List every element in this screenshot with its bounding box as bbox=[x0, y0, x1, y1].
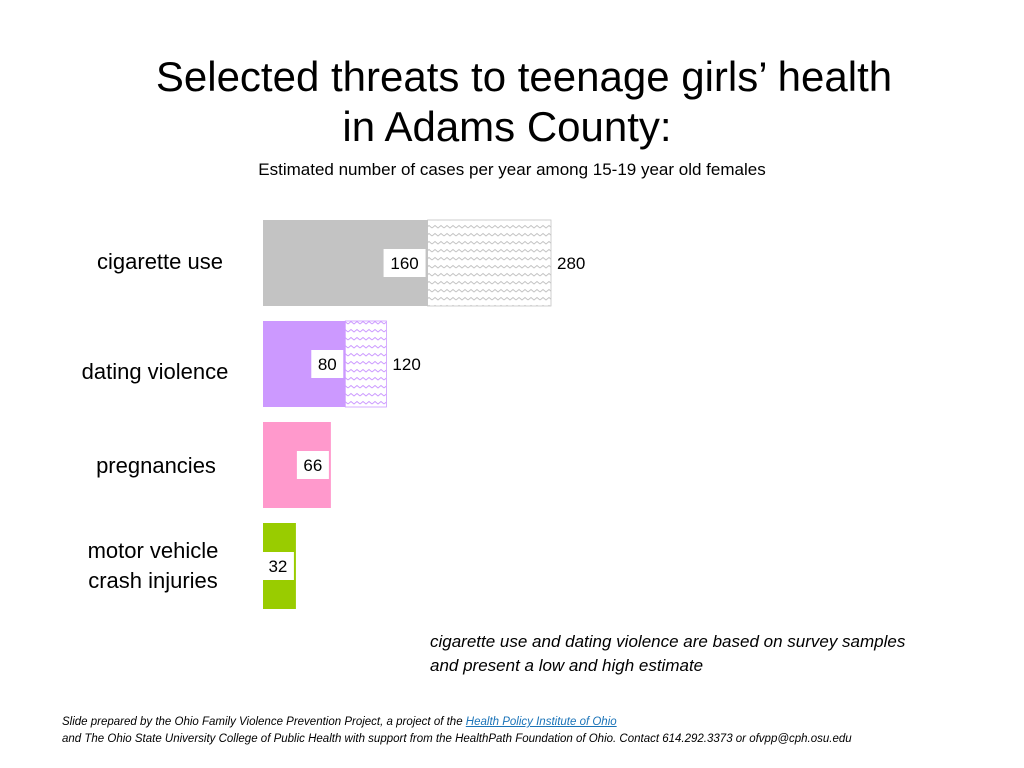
health-policy-institute-link[interactable]: Health Policy Institute of Ohio bbox=[465, 716, 617, 728]
category-label-line: pregnancies bbox=[96, 453, 216, 478]
category-label-line: cigarette use bbox=[97, 249, 223, 274]
value-label-box bbox=[383, 249, 426, 277]
category-label: dating violence bbox=[45, 357, 265, 387]
value-label-box bbox=[261, 552, 294, 580]
value-label-box bbox=[311, 350, 344, 378]
category-label: motor vehicle crash injuries bbox=[43, 536, 263, 596]
footnote: cigarette use and dating violence are ba… bbox=[430, 630, 905, 678]
category-label-line: dating violence bbox=[81, 359, 229, 384]
bar-chart: 280 160 120 80 66 32 bbox=[261, 219, 585, 609]
footnote-line-1: cigarette use and dating violence are ba… bbox=[430, 632, 906, 651]
footnote-line-2: and present a low and high estimate bbox=[430, 656, 704, 675]
value-label-box bbox=[296, 451, 329, 479]
chart-title: Selected threats to teenage girls’ healt… bbox=[0, 52, 1024, 152]
bar-high-estimate bbox=[344, 320, 387, 408]
footer-line-2: and The Ohio State University College of… bbox=[62, 733, 852, 745]
title-line-2: in Adams County: bbox=[342, 103, 672, 150]
category-label-line: crash injuries bbox=[88, 568, 218, 593]
value-label-high: 280 bbox=[557, 254, 585, 273]
value-label-low: 80 bbox=[318, 355, 337, 374]
footer-prefix: Slide prepared by the Ohio Family Violen… bbox=[62, 716, 466, 728]
value-label-low: 160 bbox=[390, 254, 418, 273]
category-label-line: motor vehicle bbox=[87, 538, 219, 563]
slide-footer: Slide prepared by the Ohio Family Violen… bbox=[62, 714, 852, 748]
bar-high-estimate bbox=[427, 219, 552, 307]
chart-subtitle: Estimated number of cases per year among… bbox=[258, 160, 766, 179]
value-label-low: 66 bbox=[303, 456, 322, 475]
value-label-high: 120 bbox=[392, 355, 420, 374]
value-label-low: 32 bbox=[268, 557, 287, 576]
category-label: cigarette use bbox=[50, 247, 270, 277]
category-label: pregnancies bbox=[46, 451, 266, 481]
title-line-1: Selected threats to teenage girls’ healt… bbox=[155, 53, 893, 100]
